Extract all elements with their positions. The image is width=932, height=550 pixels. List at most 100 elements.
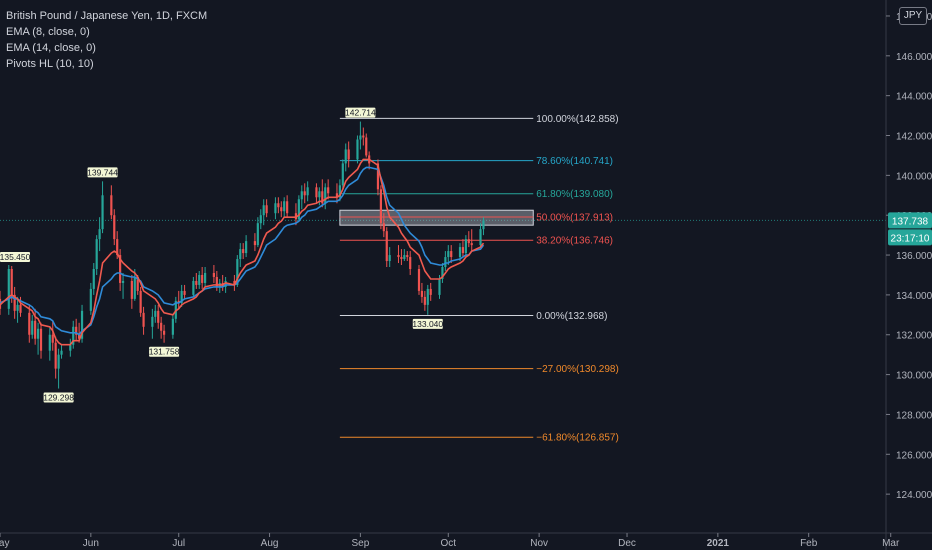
pivot-label-box	[412, 318, 443, 329]
candle-body	[286, 201, 289, 214]
candle-body	[113, 215, 116, 240]
price-tick-label: 130.000	[896, 371, 932, 382]
candle-body	[417, 269, 421, 291]
candle-body	[388, 255, 391, 262]
pivot-label-box	[0, 252, 30, 263]
time-tick-label: Oct	[441, 538, 457, 549]
price-tick-label: 128.000	[896, 410, 932, 421]
price-tick-label: 136.000	[896, 251, 932, 262]
candle-body	[447, 251, 450, 258]
candle-body	[397, 255, 400, 258]
candle-body	[28, 312, 31, 335]
pivots-legend[interactable]: Pivots HL (10, 10)	[6, 58, 94, 70]
price-tick-label: 140.000	[896, 171, 932, 182]
candle-body	[438, 278, 441, 295]
candle-body	[60, 350, 63, 355]
candle-body	[253, 241, 257, 246]
time-tick-label: May	[0, 538, 9, 549]
time-tick-label: Mar	[882, 538, 900, 549]
candle-body	[315, 187, 318, 198]
pivot-label-text: 135.450	[0, 252, 31, 262]
fibonacci-retracement[interactable]: 100.00%(142.858) 78.60%(140.741) 61.80%(13…	[339, 114, 619, 444]
candle-body	[321, 191, 324, 204]
candle-body	[262, 205, 265, 216]
price-tick-label: 134.000	[896, 291, 932, 302]
time-tick-label: Sep	[351, 538, 369, 549]
candle-body	[89, 288, 92, 311]
price-tick-label: 144.000	[896, 92, 932, 103]
candle-body	[7, 269, 10, 309]
candle-body	[482, 220, 485, 230]
candle-body	[283, 201, 286, 212]
candle-body	[121, 280, 125, 283]
candle-body	[34, 320, 37, 339]
currency-label[interactable]: JPY	[899, 7, 927, 25]
candle-body	[180, 290, 183, 303]
highlight-zone	[339, 209, 534, 226]
pivot-labels: 135.450 129.298 139.744 131.758 142.714 133.0…	[0, 107, 443, 403]
price-axis[interactable]: 124.000 126.000 128.000 130.000 132.000 134.0…	[885, 0, 932, 550]
pivot-label-box	[87, 167, 118, 178]
candle-body	[16, 304, 19, 311]
fib-level-label: 38.20%(136.746)	[536, 236, 613, 247]
ema8-legend[interactable]: EMA (8, close, 0)	[6, 26, 90, 38]
pivot-label-text: 133.040	[412, 319, 443, 329]
candle-body	[236, 259, 239, 285]
candle-body	[324, 187, 327, 204]
candle-body	[318, 191, 321, 198]
countdown-text: 23:17:10	[891, 233, 930, 244]
candle-body	[72, 326, 75, 345]
candle-body	[359, 135, 362, 140]
candle-body	[242, 249, 245, 254]
candle-body	[470, 243, 473, 246]
chart-legend: British Pound / Japanese Yen, 1D, FXCM E…	[6, 8, 207, 72]
symbol-title[interactable]: British Pound / Japanese Yen, 1D, FXCM	[6, 10, 208, 22]
candle-body	[157, 310, 160, 323]
candle-body	[327, 187, 330, 194]
candle-body	[13, 294, 16, 311]
time-tick-label: Jun	[83, 538, 99, 549]
candle-body	[306, 187, 309, 196]
candle-body	[151, 316, 154, 327]
price-tick-label: 132.000	[896, 331, 932, 342]
candle-body	[224, 280, 227, 287]
candle-body	[192, 280, 195, 295]
candle-body	[51, 334, 54, 343]
countdown-badge	[888, 229, 932, 246]
candle-body	[92, 269, 95, 289]
candle-body	[160, 322, 163, 331]
candle-body	[177, 300, 180, 303]
candle-body	[133, 276, 136, 299]
candle-body	[75, 326, 78, 335]
candle-body	[259, 215, 262, 224]
candle-body	[479, 229, 482, 246]
candle-body	[467, 239, 470, 244]
candle-body	[204, 272, 207, 283]
candle-body	[335, 193, 339, 198]
candle-body	[130, 280, 133, 299]
candle-body	[376, 163, 380, 190]
candle-body	[362, 135, 365, 138]
candlesticks	[0, 121, 485, 389]
time-axis[interactable]: May Jun Jul Aug Sep Oct Nov Dec 2021 Feb Mar	[0, 532, 932, 549]
fib-level-label: −61.80%(126.857)	[536, 433, 619, 444]
candle-body	[365, 137, 368, 156]
price-tick-label: 142.000	[896, 132, 932, 143]
candle-body	[57, 354, 60, 369]
candle-body	[458, 247, 462, 258]
candle-body	[294, 213, 298, 220]
candle-body	[119, 255, 122, 283]
fib-level-label: 78.60%(140.741)	[536, 156, 613, 167]
last-price-text: 137.738	[892, 216, 929, 227]
candle-body	[341, 163, 344, 186]
candle-body	[201, 274, 204, 283]
candle-body	[116, 239, 119, 256]
candle-body	[265, 205, 268, 214]
candle-body	[69, 344, 72, 351]
candle-body	[256, 223, 259, 246]
candle-body	[403, 255, 406, 260]
candle-body	[195, 280, 198, 285]
ema14-legend[interactable]: EMA (14, close, 0)	[6, 42, 96, 54]
pivot-label-box	[345, 107, 376, 118]
